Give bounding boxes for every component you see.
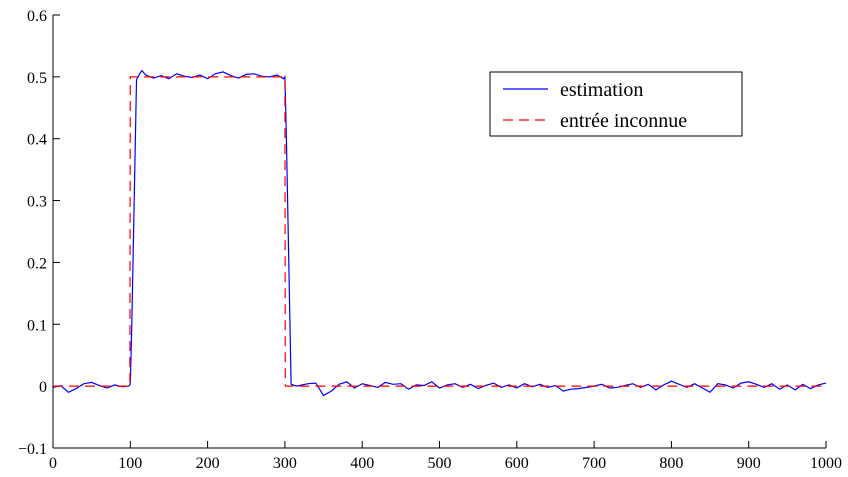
y-tick-label: 0.3	[27, 194, 47, 211]
x-tick-label: 700	[582, 455, 606, 472]
y-tick-label: 0.5	[27, 70, 47, 87]
plot-lines	[52, 69, 827, 397]
legend-box	[489, 71, 743, 137]
y-tick-label: 0.6	[27, 8, 47, 25]
legend-label-entree-inconnue: entrée inconnue	[560, 110, 687, 132]
x-tick-label: 800	[659, 455, 683, 472]
x-tick-label: 400	[350, 455, 374, 472]
y-tick-label: 0.4	[27, 132, 47, 149]
series-line-0	[52, 69, 827, 397]
y-tick-label: 0.1	[27, 317, 47, 334]
x-tick-label: 300	[273, 455, 297, 472]
ticks	[52, 14, 827, 449]
y-tick-label: 0.2	[27, 255, 47, 272]
tick-labels: 0 100 200 300 400 500 600 700 800 900 1000−0.100.1…	[18, 8, 842, 472]
x-tick-label: 600	[505, 455, 529, 472]
series-line-1	[53, 76, 826, 387]
y-tick-label: 0	[39, 379, 47, 396]
y-tick-label: −0.1	[18, 441, 47, 458]
legend-label-estimation: estimation	[560, 79, 643, 101]
x-tick-label: 1000	[810, 455, 842, 472]
x-tick-label: 100	[118, 455, 142, 472]
x-tick-label: 900	[737, 455, 761, 472]
x-tick-label: 0	[49, 455, 57, 472]
x-tick-label: 200	[196, 455, 220, 472]
x-tick-label: 500	[428, 455, 452, 472]
legend: estimation entrée inconnue	[489, 71, 743, 137]
